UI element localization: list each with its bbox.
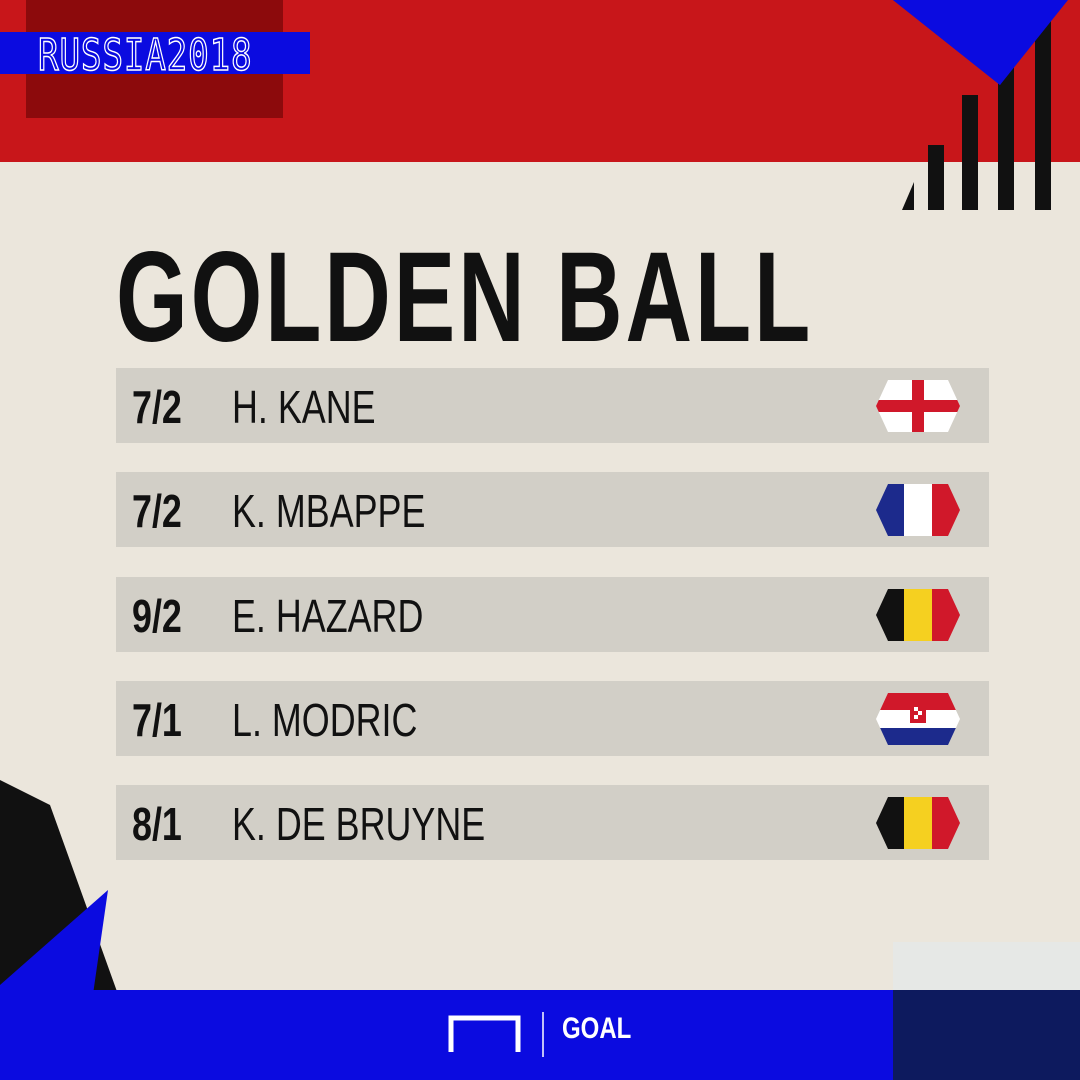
player-name: H. KANE — [232, 381, 376, 433]
player-name: E. HAZARD — [232, 590, 424, 642]
belgium-flag-icon — [876, 797, 960, 849]
pale-block — [893, 942, 1080, 990]
page-title: GOLDEN BALL — [116, 226, 814, 369]
list-item: 8/1 K. DE BRUYNE — [116, 785, 989, 860]
russia2018-badge: RUSSIA2018 — [0, 29, 310, 82]
list-item: 7/2 H. KANE — [116, 368, 989, 443]
france-flag-icon — [876, 484, 960, 536]
odds: 7/2 — [132, 485, 182, 537]
odds: 9/2 — [132, 590, 182, 642]
odds: 7/1 — [132, 694, 182, 746]
brand-name: GOAL — [562, 1012, 632, 1045]
badge-text: RUSSIA2018 — [37, 29, 253, 82]
player-name: L. MODRIC — [232, 694, 418, 746]
bottom-band — [0, 990, 893, 1080]
list-item: 7/2 K. MBAPPE — [116, 472, 989, 547]
belgium-flag-icon — [876, 589, 960, 641]
list-item: 9/2 E. HAZARD — [116, 577, 989, 652]
odds: 7/2 — [132, 381, 182, 433]
odds: 8/1 — [132, 798, 182, 850]
england-flag-icon — [876, 380, 960, 432]
goal-logo-icon — [448, 1012, 544, 1057]
list-item: 7/1 L. MODRIC — [116, 681, 989, 756]
stripes-decoration — [893, 0, 1080, 210]
player-name: K. MBAPPE — [232, 485, 426, 537]
navy-block — [893, 990, 1080, 1080]
croatia-flag-icon — [876, 693, 960, 745]
player-name: K. DE BRUYNE — [232, 798, 486, 850]
